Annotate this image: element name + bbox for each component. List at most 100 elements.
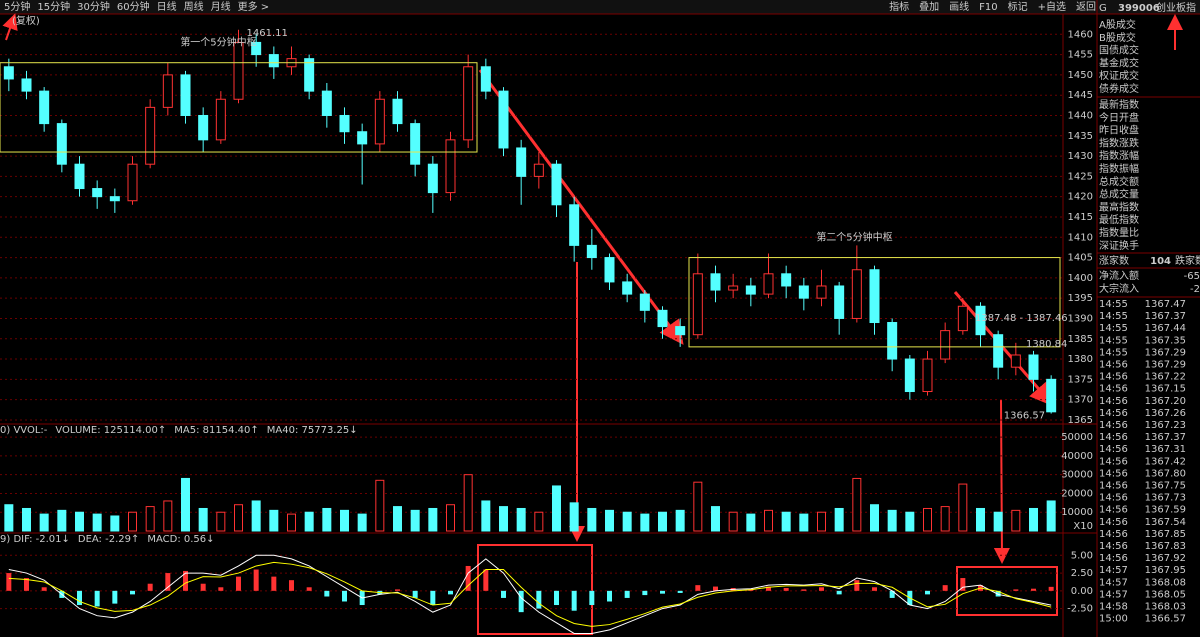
y-tick-label: 1405 <box>1068 253 1093 264</box>
tool-button[interactable]: +自选 <box>1038 0 1066 13</box>
field-label: 指数量比 <box>1099 226 1139 239</box>
candle-body <box>1010 354 1021 368</box>
candle-body <box>463 66 474 141</box>
volume-bar <box>693 481 703 532</box>
tick-price: 1368.03 <box>1145 602 1186 613</box>
tick-price: 1367.29 <box>1145 347 1186 358</box>
y-tick-label: 1375 <box>1068 374 1093 385</box>
flow-value: -2 <box>1190 284 1200 295</box>
y-tick-label: 1430 <box>1068 151 1093 162</box>
flag: G <box>1099 3 1107 14</box>
volume-bar <box>446 504 455 532</box>
candle-body <box>39 90 50 125</box>
dea-line <box>8 561 1052 627</box>
candle-body <box>162 74 173 108</box>
candle-body <box>657 309 668 328</box>
candle-body <box>109 196 120 202</box>
volume-bar <box>958 483 968 532</box>
y-tick-label: 1385 <box>1068 334 1093 345</box>
period-tab[interactable]: 周线 <box>184 0 204 13</box>
volume-bar <box>1046 500 1056 532</box>
field-label: B股成交 <box>1099 31 1136 44</box>
volume-bar <box>287 513 296 532</box>
candle-body <box>551 163 562 206</box>
tool-button[interactable]: 标记 <box>1008 1 1028 13</box>
candle-body <box>410 123 421 165</box>
volume-bar <box>428 507 438 532</box>
period-tab[interactable]: 60分钟 <box>117 0 150 13</box>
tick-time: 14:56 <box>1099 384 1128 395</box>
highlight-box <box>477 544 593 635</box>
legend-entry: DEA: -2.29↑ <box>78 534 139 545</box>
tool-button[interactable]: 返回 <box>1076 1 1096 13</box>
volume-bar <box>1029 507 1038 532</box>
candle-body <box>763 273 774 295</box>
volume-bar <box>39 513 49 532</box>
volume-bar <box>834 507 844 532</box>
candle-body <box>834 285 845 319</box>
tick-time: 14:56 <box>1099 432 1128 443</box>
tool-button[interactable]: 叠加 <box>919 1 939 13</box>
y-tick-label: 1365 <box>1068 415 1093 426</box>
candle-body <box>993 334 1004 368</box>
tick-time: 14:57 <box>1099 589 1128 600</box>
candle-body <box>904 358 915 393</box>
candle-body <box>604 257 615 283</box>
candle-body <box>304 58 315 92</box>
tick-time: 15:00 <box>1099 614 1128 625</box>
y-tick-label: 30000 <box>1061 470 1093 481</box>
candle-body <box>339 114 350 133</box>
candle-body <box>374 98 385 145</box>
volume-bar <box>658 511 667 532</box>
field-label: 昨日收盘 <box>1099 124 1139 137</box>
candle-body <box>639 293 650 311</box>
volume-bar <box>852 477 862 532</box>
volume-bar <box>516 507 526 532</box>
tick-price: 1367.73 <box>1145 493 1186 504</box>
tick-time: 14:57 <box>1099 565 1128 576</box>
pivot-label: 第一个5分钟中枢 <box>180 36 256 49</box>
y-tick-label: 5.00 <box>1071 550 1093 561</box>
y-tick-label: 1425 <box>1068 171 1093 182</box>
candle-body <box>569 204 580 246</box>
candle-body <box>1046 378 1057 413</box>
candle-body <box>922 358 933 393</box>
candle-body <box>357 131 368 145</box>
candle-body <box>21 78 32 92</box>
tick-price: 1367.22 <box>1145 372 1186 383</box>
tick-time: 14:56 <box>1099 541 1128 552</box>
y-tick-label: 1410 <box>1068 232 1093 243</box>
volume-bar <box>640 513 650 532</box>
period-tab[interactable]: 5分钟 <box>4 0 30 13</box>
field-label: 最低指数 <box>1099 213 1139 226</box>
period-tab[interactable]: 更多 > <box>238 0 270 13</box>
period-tab[interactable]: 日线 <box>157 0 177 13</box>
period-tab[interactable]: 30分钟 <box>77 0 110 13</box>
tool-button[interactable]: 指标 <box>889 0 909 13</box>
candle-body <box>851 269 862 319</box>
candle-body <box>869 269 880 324</box>
tick-price: 1367.59 <box>1145 505 1186 516</box>
volume-bar <box>410 509 420 532</box>
field-label: 指数振幅 <box>1099 162 1139 175</box>
candle-body <box>975 305 986 336</box>
tick-price: 1367.37 <box>1145 311 1186 322</box>
volume-bar <box>781 511 791 532</box>
tick-price: 1368.05 <box>1145 589 1186 600</box>
up-count: 104 <box>1150 256 1171 267</box>
field-label: 债券成交 <box>1099 82 1139 95</box>
y-tick-label: 1370 <box>1068 395 1093 406</box>
tool-button[interactable]: F10 <box>979 2 997 13</box>
candle-body <box>3 66 14 80</box>
volume-bar <box>552 485 561 532</box>
candle-body <box>940 330 951 360</box>
period-tab[interactable]: 15分钟 <box>37 0 70 13</box>
volume-bar <box>198 507 208 532</box>
period-tab[interactable]: 月线 <box>211 0 231 13</box>
tool-button[interactable]: 画线 <box>949 0 969 13</box>
candle-body <box>74 163 85 190</box>
candle-body <box>745 285 756 295</box>
tick-time: 14:56 <box>1099 456 1128 467</box>
tick-price: 1367.54 <box>1145 517 1186 528</box>
volume-bar <box>216 511 226 532</box>
